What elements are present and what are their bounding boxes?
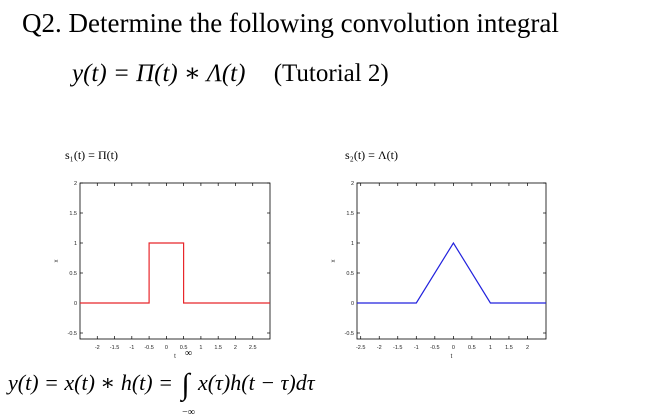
plot-frame [79, 182, 271, 340]
y-tick-label: 0.5 [69, 271, 77, 277]
y-tick-label: 0.5 [346, 271, 354, 277]
x-tick-label: -1 [129, 345, 134, 351]
y-tick-label: 1 [351, 241, 354, 247]
question-heading: Q2. Determine the following convolution … [22, 8, 559, 38]
formula-integrand: x(τ)h(t − τ)dτ [197, 370, 315, 395]
x-tick-label: 2 [234, 345, 237, 351]
y-tick-label: 2 [351, 181, 354, 187]
x-tick-label: 2.5 [249, 345, 257, 351]
x-tick-label: -2 [95, 345, 100, 351]
x-tick-label: -1 [414, 345, 419, 351]
y-tick-label: 0 [351, 301, 354, 307]
y-axis-label: x [331, 260, 337, 263]
x-tick-label: 1 [489, 345, 492, 351]
x-tick-label: 0.5 [180, 345, 188, 351]
y-tick-label: -0.5 [68, 331, 77, 337]
x-tick-label: 0.5 [468, 345, 476, 351]
plot2-title: s₂(t) = Λ(t) [345, 148, 398, 162]
formula-lhs: y(t) = x(t) ∗ h(t) = [8, 370, 179, 395]
equation-text: y(t) = Π(t) ∗ Λ(t) [72, 60, 246, 87]
integral-sign: ∫ ∞ −∞ [178, 348, 195, 418]
x-tick-label: -2.5 [356, 345, 365, 351]
x-axis-label: t [174, 354, 176, 360]
x-tick-label: 0 [452, 345, 455, 351]
series-line [80, 242, 270, 304]
convolution-integral-formula: y(t) = x(t) ∗ h(t) = ∫ ∞ −∞ x(τ)h(t − τ)dτ [8, 348, 315, 418]
x-tick-label: -0.5 [430, 345, 439, 351]
y-tick-label: 0 [74, 301, 77, 307]
x-tick-label: -2 [377, 345, 382, 351]
x-tick-label: 2 [526, 345, 529, 351]
x-tick-label: -0.5 [144, 345, 153, 351]
x-tick-label: -1.5 [110, 345, 119, 351]
series-line [357, 241, 546, 304]
y-tick-label: 1.5 [346, 211, 354, 217]
plot1-title: s₁(t) = Π(t) [65, 148, 118, 162]
y-axis-label: x [54, 260, 60, 263]
x-tick-label: 0 [165, 345, 168, 351]
x-tick-label: 1.5 [505, 345, 513, 351]
convolution-equation: y(t) = Π(t) ∗ Λ(t) (Tutorial 2) [72, 58, 389, 88]
x-tick-label: -1.5 [393, 345, 402, 351]
plot-frame [356, 182, 547, 340]
y-tick-label: 1.5 [69, 211, 77, 217]
x-tick-label: 1 [199, 345, 202, 351]
y-tick-label: -0.5 [345, 331, 354, 337]
y-tick-label: 2 [74, 181, 77, 187]
integral-lower-limit: −∞ [182, 407, 195, 418]
y-tick-label: 1 [74, 241, 77, 247]
tutorial-reference: (Tutorial 2) [273, 60, 389, 87]
integral-upper-limit: ∞ [184, 348, 193, 359]
x-tick-label: 1.5 [214, 345, 222, 351]
x-axis-label: t [451, 354, 453, 360]
